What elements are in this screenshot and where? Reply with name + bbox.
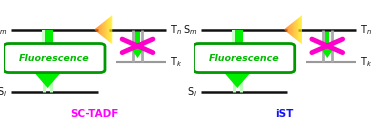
- FancyBboxPatch shape: [194, 44, 295, 73]
- Polygon shape: [42, 30, 45, 71]
- Polygon shape: [97, 27, 98, 33]
- Text: $\mathregular{T}_k$: $\mathregular{T}_k$: [170, 55, 182, 69]
- Polygon shape: [100, 25, 101, 35]
- Polygon shape: [223, 71, 252, 88]
- Polygon shape: [232, 30, 235, 71]
- Polygon shape: [109, 17, 110, 42]
- Polygon shape: [101, 24, 102, 36]
- Polygon shape: [301, 16, 302, 44]
- Polygon shape: [298, 18, 299, 42]
- Text: $\mathregular{S}_l$: $\mathregular{S}_l$: [0, 85, 8, 99]
- Polygon shape: [107, 19, 108, 40]
- Polygon shape: [294, 21, 295, 38]
- Polygon shape: [297, 18, 298, 41]
- Polygon shape: [293, 22, 294, 38]
- Text: $\mathregular{T}_n$: $\mathregular{T}_n$: [170, 23, 182, 37]
- Polygon shape: [42, 30, 53, 71]
- Polygon shape: [289, 25, 290, 34]
- Text: iST: iST: [275, 109, 293, 117]
- Polygon shape: [111, 16, 112, 44]
- Polygon shape: [96, 27, 97, 32]
- Text: $\mathregular{S}_m$: $\mathregular{S}_m$: [183, 23, 197, 37]
- Polygon shape: [94, 29, 95, 30]
- Polygon shape: [290, 24, 291, 35]
- Text: $\mathregular{T}_n$: $\mathregular{T}_n$: [360, 23, 372, 37]
- Polygon shape: [110, 16, 111, 43]
- Polygon shape: [102, 23, 103, 37]
- Polygon shape: [106, 20, 107, 40]
- Polygon shape: [287, 27, 288, 33]
- Polygon shape: [288, 26, 289, 34]
- Text: Fluorescence: Fluorescence: [209, 54, 279, 62]
- Polygon shape: [103, 22, 104, 37]
- Text: SC-TADF: SC-TADF: [70, 109, 118, 117]
- Polygon shape: [292, 23, 293, 37]
- Polygon shape: [295, 20, 296, 39]
- Polygon shape: [300, 16, 301, 43]
- Polygon shape: [232, 30, 243, 71]
- Polygon shape: [99, 25, 100, 34]
- Polygon shape: [285, 28, 286, 31]
- Text: $\mathregular{T}_k$: $\mathregular{T}_k$: [360, 55, 372, 69]
- Polygon shape: [284, 29, 285, 30]
- Polygon shape: [33, 71, 62, 88]
- Polygon shape: [131, 49, 144, 58]
- Polygon shape: [95, 29, 96, 31]
- Text: $\mathregular{S}_l$: $\mathregular{S}_l$: [187, 85, 197, 99]
- Polygon shape: [325, 32, 330, 49]
- Polygon shape: [299, 17, 300, 42]
- Text: $\mathregular{S}_m$: $\mathregular{S}_m$: [0, 23, 8, 37]
- Polygon shape: [286, 27, 287, 32]
- Polygon shape: [291, 23, 292, 36]
- Polygon shape: [108, 18, 109, 42]
- FancyBboxPatch shape: [4, 44, 105, 73]
- Polygon shape: [104, 21, 105, 38]
- Text: Fluorescence: Fluorescence: [19, 54, 90, 62]
- Polygon shape: [105, 20, 106, 39]
- Polygon shape: [135, 32, 140, 49]
- Polygon shape: [296, 19, 297, 40]
- Polygon shape: [98, 26, 99, 33]
- Polygon shape: [321, 49, 333, 58]
